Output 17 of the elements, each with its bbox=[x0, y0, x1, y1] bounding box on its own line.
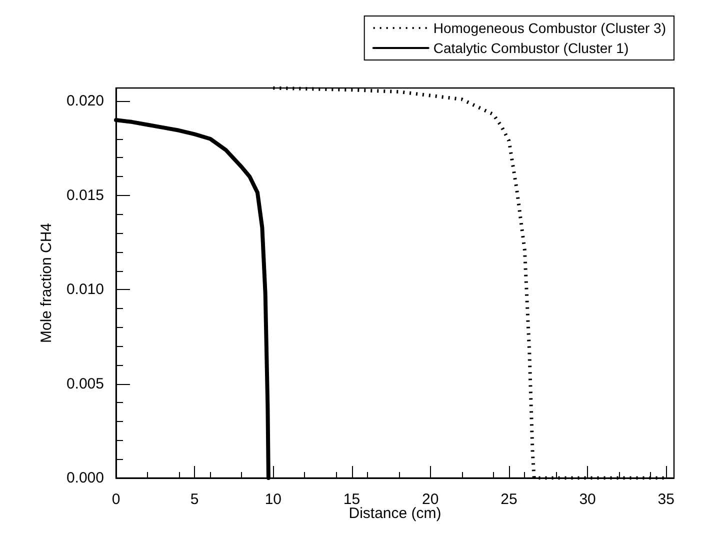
x-tick-label: 15 bbox=[343, 491, 360, 508]
x-tick-label: 10 bbox=[264, 491, 282, 508]
x-tick-label: 35 bbox=[658, 491, 674, 508]
x-tick-label: 30 bbox=[579, 491, 596, 508]
legend-label: Homogeneous Combustor (Cluster 3) bbox=[433, 20, 666, 36]
y-axis-title: Mole fraction CH4 bbox=[38, 222, 55, 344]
y-tick-label: 0.005 bbox=[66, 375, 104, 392]
x-tick-label: 20 bbox=[422, 491, 439, 508]
y-tick-label: 0.010 bbox=[66, 281, 104, 298]
y-tick-label: 0.020 bbox=[66, 92, 104, 110]
x-tick-label: 5 bbox=[190, 491, 199, 508]
legend-label: Catalytic Combustor (Cluster 1) bbox=[433, 40, 629, 56]
x-axis-title: Distance (cm) bbox=[348, 505, 442, 522]
y-tick-label: 0.000 bbox=[66, 470, 104, 486]
x-tick-label: 0 bbox=[112, 491, 120, 508]
x-tick-label: 25 bbox=[500, 491, 518, 508]
y-tick-label: 0.015 bbox=[66, 186, 104, 204]
